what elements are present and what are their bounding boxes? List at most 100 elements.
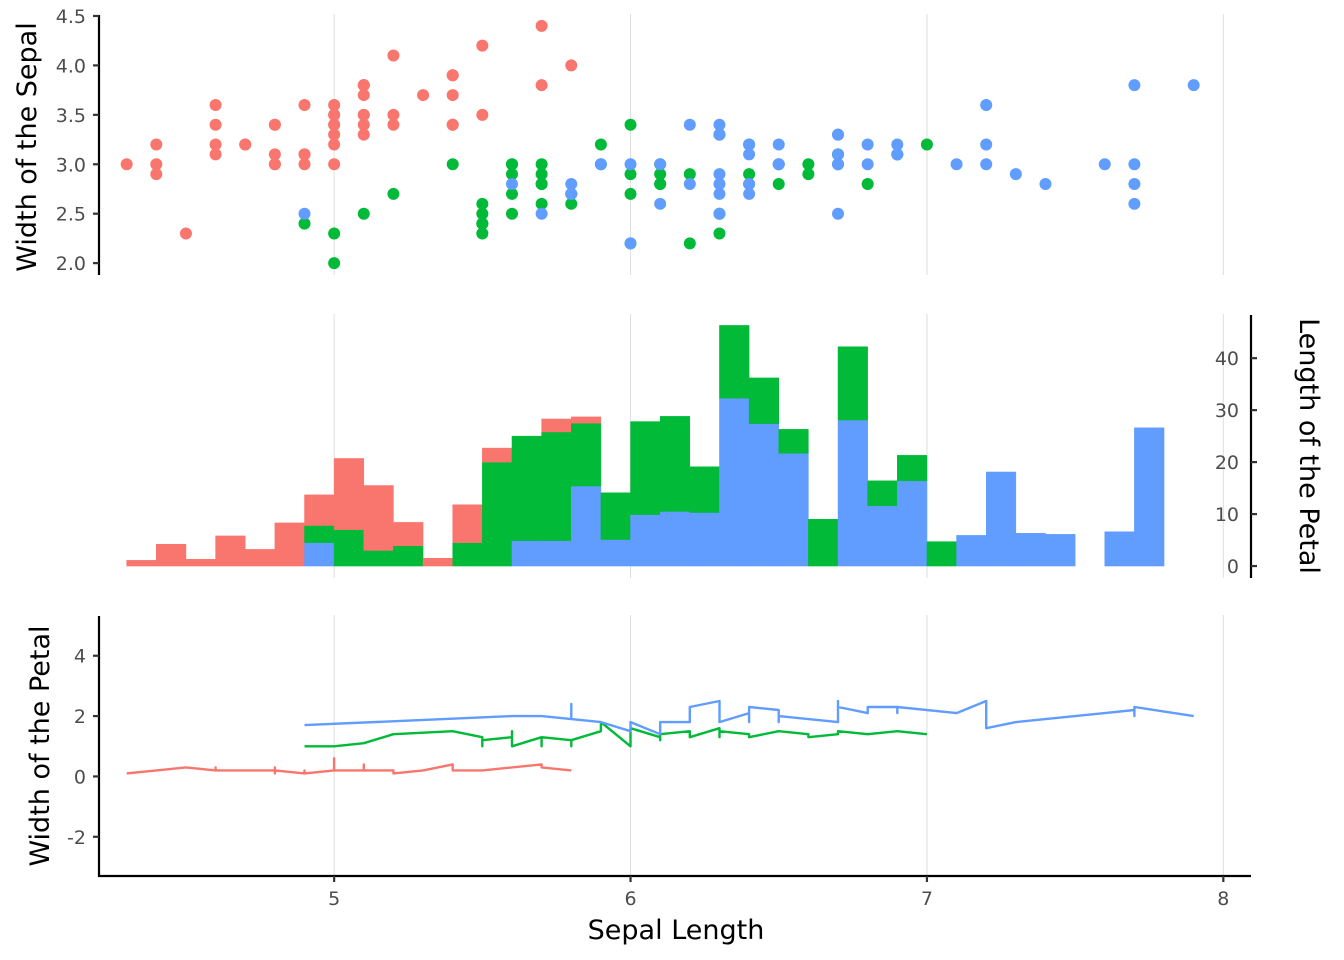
scatter-point-virginica (1009, 168, 1022, 181)
bottom-y-tick-label: 4 (74, 646, 86, 668)
histogram-bar-virginica (511, 540, 542, 567)
bottom-y-tick-label: 2 (74, 706, 86, 728)
x-tick-label: 7 (921, 888, 933, 910)
scatter-point-versicolor (624, 118, 637, 131)
scatter-point-versicolor (772, 178, 785, 191)
scatter-point-virginica (861, 158, 874, 171)
scatter-point-virginica (1128, 197, 1141, 210)
top-y-tick-label: 3.5 (56, 105, 86, 127)
scatter-point-setosa (298, 158, 311, 171)
bottom-y-axis-title: Width of the Petal (25, 625, 56, 866)
scatter-point-virginica (298, 207, 311, 220)
histogram-bar-setosa (452, 504, 483, 543)
scatter-point-versicolor (683, 237, 696, 250)
scatter-point-versicolor (624, 187, 637, 200)
scatter-point-virginica (683, 118, 696, 131)
scatter-point-setosa (387, 49, 400, 62)
scatter-point-setosa (357, 128, 370, 141)
top-y-tick-label: 4.0 (56, 55, 86, 77)
line-series-virginica (304, 699, 1194, 736)
histogram-bar-virginica (1015, 533, 1046, 567)
scatter-point-versicolor (476, 217, 489, 230)
scatter-point-setosa (298, 98, 311, 111)
histogram-bar-setosa (422, 558, 453, 567)
histogram-bar-versicolor (482, 461, 513, 567)
scatter-point-setosa (239, 138, 252, 151)
histogram-bar-virginica (837, 419, 868, 567)
scatter-point-setosa (535, 19, 548, 32)
scatter-point-setosa (328, 138, 341, 151)
scatter-point-setosa (328, 158, 341, 171)
scatter-point-setosa (268, 148, 281, 161)
bottom-y-tick-label: -2 (67, 827, 86, 849)
scatter-point-setosa (387, 118, 400, 131)
scatter-point-virginica (980, 98, 993, 111)
scatter-point-virginica (980, 158, 993, 171)
scatter-point-virginica (713, 207, 726, 220)
scatter-point-versicolor (357, 207, 370, 220)
scatter-point-setosa (535, 79, 548, 92)
histogram-bar-virginica (1134, 427, 1165, 567)
scatter-point-setosa (357, 89, 370, 102)
scatter-point-setosa (328, 128, 341, 141)
scatter-point-setosa (387, 108, 400, 121)
line-series-versicolor (304, 720, 928, 748)
scatter-point-virginica (624, 237, 637, 250)
scatter-point-versicolor (535, 158, 548, 171)
scatter-point-setosa (150, 158, 163, 171)
scatter-point-virginica (772, 138, 785, 151)
scatter-point-versicolor (594, 138, 607, 151)
histogram-bar-versicolor (452, 542, 483, 567)
scatter-point-virginica (713, 168, 726, 181)
scatter-point-versicolor (920, 138, 933, 151)
histogram-bar-virginica (304, 542, 335, 567)
histogram-bar-virginica (985, 471, 1017, 567)
histogram-bar-setosa (274, 522, 305, 567)
histogram-bar-virginica (1104, 531, 1135, 567)
middle-y-tick-label: 30 (1215, 400, 1239, 422)
scatter-point-virginica (683, 178, 696, 191)
histogram-bar-virginica (748, 423, 779, 567)
scatter-point-setosa (565, 59, 578, 72)
scatter-point-setosa (446, 118, 459, 131)
top-y-tick-label: 3.0 (56, 154, 86, 176)
scatter-point-versicolor (476, 197, 489, 210)
scatter-point-virginica (743, 148, 756, 161)
scatter-point-virginica (832, 128, 845, 141)
histogram-bar-versicolor (393, 545, 424, 567)
histogram-bar-setosa (393, 522, 424, 547)
scatter-point-setosa (357, 108, 370, 121)
histogram-bar-versicolor (600, 492, 631, 540)
middle-y-tick-label: 40 (1215, 348, 1239, 370)
scatter-point-versicolor (624, 168, 637, 181)
scatter-point-setosa (120, 158, 133, 171)
histogram-bar-virginica (659, 511, 691, 567)
scatter-point-virginica (713, 118, 726, 131)
scatter-point-setosa (209, 98, 222, 111)
scatter-point-setosa (209, 138, 222, 151)
histogram-bar-versicolor (897, 455, 928, 482)
scatter-point-versicolor (654, 178, 667, 191)
scatter-point-virginica (654, 197, 667, 210)
scatter-point-setosa (357, 118, 370, 131)
top-y-tick-label: 2.0 (56, 253, 86, 275)
bottom-y-tick-label: 0 (74, 766, 86, 788)
histogram-bar-versicolor (571, 422, 602, 487)
scatter-point-virginica (624, 158, 637, 171)
middle-y-tick-label: 0 (1227, 556, 1239, 578)
histogram-bar-virginica (867, 505, 898, 567)
histogram-bar-virginica (778, 453, 809, 567)
scatter-point-setosa (298, 148, 311, 161)
histogram-bar-versicolor (837, 346, 868, 421)
histogram-bar-virginica (689, 512, 720, 567)
scatter-point-virginica (1128, 158, 1141, 171)
scatter-point-virginica (535, 207, 548, 220)
middle-y-tick-label: 10 (1215, 504, 1239, 526)
scatter-point-virginica (1187, 79, 1200, 92)
scatter-point-virginica (565, 187, 578, 200)
scatter-point-virginica (565, 178, 578, 191)
scatter-point-versicolor (298, 217, 311, 230)
x-tick-label: 6 (624, 888, 636, 910)
scatter-point-setosa (209, 148, 222, 161)
scatter-point-setosa (417, 89, 430, 102)
